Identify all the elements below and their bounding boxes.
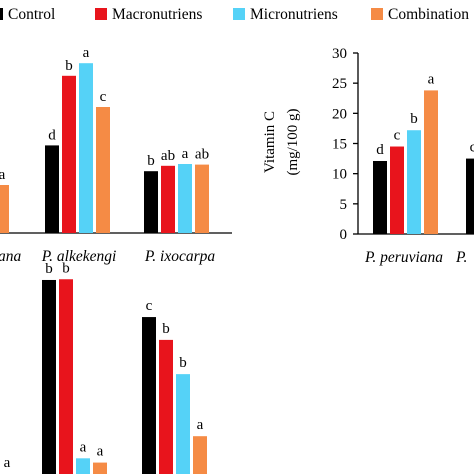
category-label: ana <box>0 248 22 265</box>
data-label: ab <box>195 147 209 163</box>
y-tick-label: 25 <box>332 76 347 92</box>
legend: Control Macronutriens Micronutriens Combina… <box>0 6 469 23</box>
legend-swatch <box>233 8 245 20</box>
data-label: b <box>147 153 155 169</box>
legend-swatch <box>95 8 107 20</box>
data-label: b <box>410 111 418 127</box>
data-label: d <box>376 142 384 158</box>
bar <box>407 130 421 234</box>
bar <box>193 436 207 474</box>
data-label: a <box>0 167 6 183</box>
data-label: a <box>80 439 87 455</box>
bar <box>424 90 438 234</box>
category-label: P. peruviana <box>364 249 443 266</box>
y-tick-label: 0 <box>340 227 348 243</box>
legend-label: Macronutriens <box>112 6 202 23</box>
data-label: a <box>428 71 435 87</box>
bar <box>466 158 474 234</box>
data-label: b <box>65 58 73 74</box>
data-label: a <box>97 444 104 460</box>
data-label: b <box>62 260 70 276</box>
legend-swatch <box>371 8 383 20</box>
category-label: P. ixocarpa <box>144 248 216 265</box>
y-tick-label: 5 <box>340 197 348 213</box>
data-label: ab <box>161 148 175 164</box>
data-label: a <box>83 45 90 61</box>
bar <box>93 462 107 474</box>
legend-label: Control <box>8 6 55 23</box>
bar <box>390 146 404 234</box>
data-label: a <box>4 455 11 471</box>
bar <box>159 339 173 474</box>
data-label: b <box>179 355 187 371</box>
bar <box>176 374 190 474</box>
bar <box>45 145 59 233</box>
data-label: d <box>48 127 56 143</box>
data-label: c <box>394 128 401 144</box>
bar <box>76 458 90 474</box>
bar <box>62 75 76 233</box>
data-label: c <box>146 298 153 314</box>
y-axis-label-unit: (mg/100 g) <box>285 108 301 175</box>
y-tick-label: 30 <box>332 46 347 62</box>
bar <box>142 317 156 474</box>
category-label: P. alkekengi <box>41 248 117 265</box>
legend-label: Combination <box>388 6 469 23</box>
bar <box>42 279 56 474</box>
category-label: P. <box>455 249 467 266</box>
data-label: b <box>162 321 170 337</box>
bar <box>96 107 110 233</box>
y-axis-label: Vitamin C <box>262 111 278 173</box>
legend-swatch <box>0 8 3 20</box>
bar <box>79 63 93 234</box>
bar <box>195 164 209 233</box>
bar <box>59 279 73 474</box>
data-label: b <box>45 261 53 277</box>
bar <box>0 185 9 233</box>
legend-label: Micronutriens <box>250 6 338 23</box>
data-label: a <box>182 146 189 162</box>
y-tick-label: 20 <box>332 106 347 122</box>
data-label: c <box>100 89 107 105</box>
bar <box>144 171 158 233</box>
y-tick-label: 10 <box>332 167 347 183</box>
data-label: a <box>197 417 204 433</box>
bar <box>178 164 192 233</box>
chart-panel-bottom: bcbbaabaaa <box>4 260 207 474</box>
bar <box>161 165 175 233</box>
bar <box>373 160 387 234</box>
y-tick-label: 15 <box>332 137 347 153</box>
data-label: c <box>470 140 474 156</box>
